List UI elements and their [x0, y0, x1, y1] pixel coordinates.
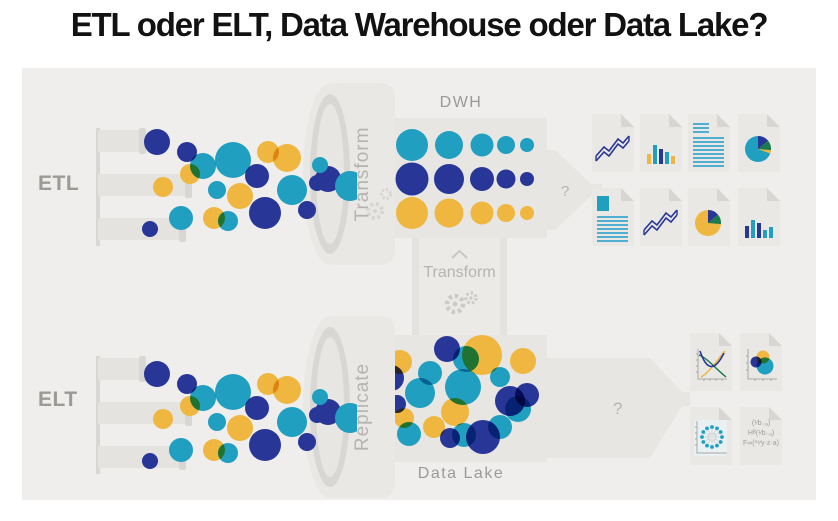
gear-icon	[366, 202, 384, 220]
middle-transform-label: Transform	[423, 264, 496, 281]
page-title: ETL oder ELT, Data Warehouse oder Data L…	[70, 6, 769, 43]
report-doc	[592, 188, 634, 246]
report-doc	[740, 333, 782, 391]
report-doc	[690, 333, 732, 391]
dwh-label: DWH	[439, 94, 483, 111]
transform-funnel-label: Transform	[352, 127, 373, 222]
line-chart-icon	[643, 209, 678, 236]
report-doc	[688, 114, 730, 172]
replicate-funnel: Replicate	[303, 316, 395, 498]
pie-chart-icon	[695, 210, 721, 236]
report-doc	[640, 114, 682, 172]
dwh-box	[375, 118, 547, 238]
radial-chart-icon	[694, 420, 727, 456]
curves-chart-icon	[696, 349, 727, 381]
bar-chart-icon	[647, 145, 675, 164]
report-doc	[592, 114, 634, 172]
bar-chart-icon	[745, 220, 773, 238]
report-doc	[688, 188, 730, 246]
data-lake-box	[375, 335, 547, 462]
raw-data-bubbles	[142, 129, 357, 237]
text-lines-icon	[693, 123, 724, 167]
image-text-icon	[597, 196, 628, 242]
formula-text: (¹⁄b₋ₐ) Hᴮ(¹⁄b₋ₐ) F∞(³⁴⁄y·z·a)	[743, 420, 779, 447]
question-arrow: ?	[547, 358, 690, 458]
transform-funnel: Transform	[303, 83, 395, 265]
chevron-up-icon	[451, 250, 468, 259]
diagram-panel: Transform	[22, 68, 816, 500]
report-doc	[640, 188, 682, 246]
line-chart-icon	[595, 135, 630, 162]
report-doc	[690, 407, 732, 465]
gear-icon	[444, 291, 478, 315]
report-doc	[738, 114, 780, 172]
mixed-data-bubbles	[378, 335, 539, 454]
data-lake-label: Data Lake	[417, 465, 505, 482]
middle-transform-connector: Transform	[412, 238, 507, 345]
replicate-funnel-label: Replicate	[352, 363, 373, 451]
sorted-data-bubbles	[395, 129, 534, 229]
raw-data-bubbles	[142, 361, 357, 469]
question-funnel: ?	[545, 150, 602, 230]
etl-label: ETL	[38, 172, 80, 195]
pie-chart-icon	[745, 136, 771, 162]
formula-doc: (¹⁄b₋ₐ) Hᴮ(¹⁄b₋ₐ) F∞(³⁴⁄y·z·a)	[740, 407, 782, 465]
bubble-chart-icon	[746, 349, 777, 381]
svg-text:?: ?	[613, 399, 622, 418]
report-doc	[738, 188, 780, 246]
elt-label: ELT	[38, 388, 78, 411]
connector-body	[419, 238, 500, 345]
svg-text:?: ?	[561, 183, 569, 200]
